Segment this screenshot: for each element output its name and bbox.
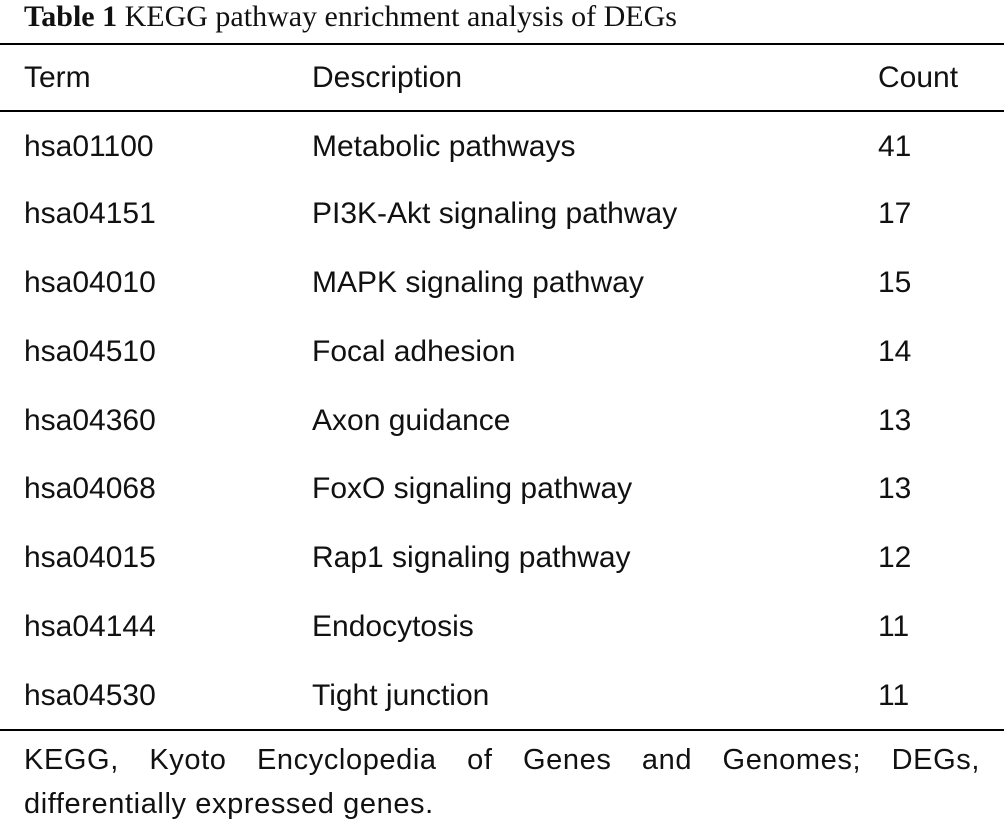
table-top-rule: [0, 43, 1004, 45]
cell-description: Focal adhesion: [312, 334, 516, 368]
table-row: hsa04360 Axon guidance 13: [0, 386, 1004, 455]
cell-description: PI3K-Akt signaling pathway: [312, 197, 678, 231]
header-row: Term Description Count: [0, 44, 1004, 111]
cell-description: Axon guidance: [312, 403, 511, 437]
table-header: Term Description Count: [0, 44, 1004, 111]
table-caption: Table 1 KEGG pathway enrichment analysis…: [24, 0, 677, 40]
cell-count: 11: [878, 678, 910, 712]
cell-count: 14: [878, 334, 912, 368]
cell-term: hsa04360: [24, 403, 156, 437]
cell-description: Endocytosis: [312, 609, 474, 643]
cell-count: 41: [878, 130, 912, 164]
table-bottom-rule: [0, 729, 1004, 731]
cell-count: 17: [878, 197, 912, 231]
cell-description: Tight junction: [312, 678, 490, 712]
cell-term: hsa04068: [24, 472, 156, 506]
cell-count: 13: [878, 403, 912, 437]
table-caption-title: KEGG pathway enrichment analysis of DEGs: [124, 0, 677, 33]
table-row: hsa04530 Tight junction 11: [0, 661, 1004, 730]
table-row: hsa04144 Endocytosis 11: [0, 593, 1004, 662]
table-header-rule: [0, 110, 1004, 112]
cell-description: Metabolic pathways: [312, 130, 576, 164]
cell-term: hsa04510: [24, 334, 156, 368]
table-caption-label: Table 1: [24, 0, 118, 33]
table-body: hsa01100 Metabolic pathways 41 hsa04151 …: [0, 111, 1004, 730]
header-description: Description: [312, 60, 463, 94]
kegg-enrichment-table: Term Description Count hsa01100 Metaboli…: [0, 44, 1004, 730]
table-row: hsa04015 Rap1 signaling pathway 12: [0, 524, 1004, 593]
cell-count: 15: [878, 265, 912, 299]
table-row: hsa04010 MAPK signaling pathway 15: [0, 249, 1004, 318]
table-row: hsa04151 PI3K-Akt signaling pathway 17: [0, 180, 1004, 249]
cell-term: hsa04015: [24, 541, 156, 575]
table-row: hsa04068 FoxO signaling pathway 13: [0, 455, 1004, 524]
cell-term: hsa04151: [24, 197, 156, 231]
table-footnote: KEGG, Kyoto Encyclopedia of Genes and Ge…: [24, 744, 980, 820]
cell-term: hsa01100: [24, 130, 154, 164]
cell-description: MAPK signaling pathway: [312, 265, 644, 299]
cell-term: hsa04530: [24, 678, 156, 712]
table-row: hsa04510 Focal adhesion 14: [0, 317, 1004, 386]
cell-count: 12: [878, 541, 912, 575]
cell-count: 13: [878, 472, 912, 506]
cell-description: FoxO signaling pathway: [312, 472, 633, 506]
header-term: Term: [24, 60, 91, 94]
table-row: hsa01100 Metabolic pathways 41: [0, 111, 1004, 180]
cell-term: hsa04010: [24, 265, 156, 299]
cell-term: hsa04144: [24, 609, 156, 643]
cell-count: 11: [878, 609, 910, 643]
header-count: Count: [878, 60, 959, 94]
cell-description: Rap1 signaling pathway: [312, 541, 631, 575]
